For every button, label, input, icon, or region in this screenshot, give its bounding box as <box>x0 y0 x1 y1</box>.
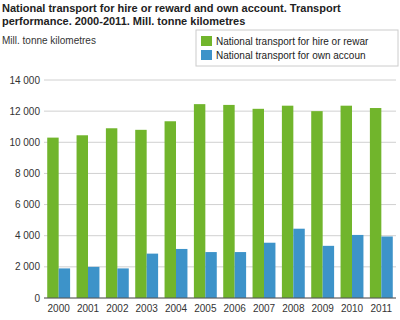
legend-swatch <box>201 36 212 46</box>
tick-label: 6 000 <box>15 199 40 210</box>
title: National transport for hire or reward an… <box>2 2 341 27</box>
tick-label: 10 000 <box>9 137 40 148</box>
bar <box>176 249 187 298</box>
grid-line <box>44 80 396 81</box>
legend-swatch <box>201 50 212 60</box>
legend-label: National transport for own accoun <box>216 50 366 61</box>
bar <box>59 268 70 298</box>
bar <box>282 106 293 298</box>
bar <box>341 106 352 298</box>
bar <box>117 268 128 298</box>
bar <box>293 229 304 298</box>
bars <box>47 104 393 298</box>
tick-label: 8 000 <box>15 168 40 179</box>
y-axis-label: Mill. tonne kilometres <box>2 35 96 46</box>
category-label: 2000 <box>48 303 71 314</box>
category-label: 2006 <box>224 303 247 314</box>
bar <box>106 128 117 298</box>
category-label: 2007 <box>253 303 276 314</box>
bar <box>323 246 334 298</box>
bar <box>88 267 99 298</box>
title-line: performance. 2000-2011. Mill. tonne kilo… <box>2 15 245 27</box>
legend-box <box>196 30 398 66</box>
bar <box>235 252 246 298</box>
category-label: 2009 <box>312 303 335 314</box>
bar <box>370 108 381 298</box>
x-axis-line <box>44 298 396 299</box>
bar <box>77 135 88 298</box>
grid-line <box>44 298 396 299</box>
tick-label: 0 <box>34 293 40 304</box>
category-label: 2011 <box>371 303 393 314</box>
bar <box>311 111 322 298</box>
bar <box>381 236 392 298</box>
category-label: 2003 <box>136 303 159 314</box>
bar <box>352 235 363 298</box>
bar <box>147 254 158 298</box>
bar <box>264 243 275 298</box>
bar <box>47 138 58 298</box>
category-label: 2004 <box>165 303 188 314</box>
bar <box>194 104 205 298</box>
category-label: 2008 <box>282 303 305 314</box>
tick-label: 2 000 <box>15 261 40 272</box>
category-label: 2010 <box>341 303 364 314</box>
bar <box>253 109 264 298</box>
tick-label: 12 000 <box>9 106 40 117</box>
legend-label: National transport for hire or rewar <box>216 36 369 47</box>
tick-label: 14 000 <box>9 75 40 86</box>
title-line: National transport for hire or reward an… <box>2 2 341 14</box>
category-label: 2002 <box>106 303 129 314</box>
bar <box>135 130 146 298</box>
bar <box>223 105 234 298</box>
bar <box>165 121 176 298</box>
chart: National transport for hire or reward an… <box>0 0 400 320</box>
bar <box>205 252 216 298</box>
tick-label: 4 000 <box>15 230 40 241</box>
legend: National transport for hire or rewar Nati… <box>196 30 398 66</box>
category-label: 2005 <box>194 303 217 314</box>
category-label: 2001 <box>77 303 100 314</box>
